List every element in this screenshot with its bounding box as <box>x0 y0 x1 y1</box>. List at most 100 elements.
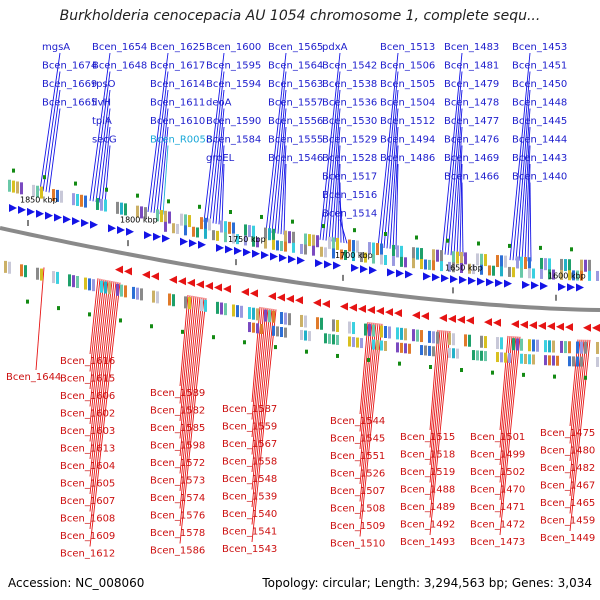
feature-block <box>220 220 223 233</box>
gene-label-forward: Bcen_1505 <box>380 79 435 90</box>
feature-block <box>52 271 55 284</box>
feature-block <box>508 266 511 277</box>
feature-block <box>548 258 551 271</box>
feature-block <box>144 207 147 220</box>
label-leader <box>524 145 531 262</box>
misc-marker <box>384 232 387 237</box>
forward-gene <box>540 281 548 290</box>
label-leader <box>89 280 109 442</box>
feature-block <box>304 330 307 341</box>
feature-block <box>452 251 455 264</box>
feature-block <box>84 195 87 208</box>
label-leader <box>322 71 341 241</box>
misc-marker <box>274 345 277 350</box>
feature-block <box>300 329 303 340</box>
feature-block <box>492 265 495 276</box>
feature-block <box>188 215 191 228</box>
feature-block <box>568 270 571 281</box>
label-leader <box>179 295 189 387</box>
reverse-gene <box>412 311 420 320</box>
feature-block <box>428 345 431 356</box>
feature-block <box>316 317 319 330</box>
reverse-gene <box>556 322 564 331</box>
feature-block <box>140 288 143 301</box>
gene-label-forward: Bcen_1513 <box>380 42 435 53</box>
feature-block <box>576 356 579 367</box>
gene-label-forward: groEL <box>206 153 235 164</box>
forward-gene <box>234 246 242 255</box>
feature-block <box>532 354 535 365</box>
feature-block <box>588 259 591 272</box>
feature-block <box>548 269 551 280</box>
forward-gene <box>216 243 224 252</box>
feature-block <box>84 277 87 290</box>
kbp-tick-label: 1850 kbp <box>20 195 58 204</box>
feature-block <box>304 244 307 255</box>
forward-gene <box>117 226 125 235</box>
feature-block <box>400 256 403 267</box>
feature-block <box>24 265 27 278</box>
feature-block <box>520 353 523 364</box>
feature-block <box>360 338 363 349</box>
feature-block <box>284 327 287 338</box>
label-leader <box>271 89 287 233</box>
gene-label-forward: Bcen_1469 <box>444 153 499 164</box>
gene-label-forward: Bcen_1556 <box>268 116 323 127</box>
gene-label-reverse: Bcen_1576 <box>150 511 205 522</box>
label-leader <box>89 279 103 390</box>
feature-block <box>204 228 207 239</box>
gene-label-forward: Bcen_1611 <box>150 98 205 109</box>
gene-label-forward: Bcen_1528 <box>322 153 377 164</box>
feature-block <box>580 270 583 281</box>
reverse-gene <box>295 296 303 305</box>
feature-block <box>184 225 187 236</box>
feature-block <box>500 255 503 268</box>
gene-label-forward: Bcen_1595 <box>206 61 261 72</box>
label-leader <box>441 52 463 255</box>
map-title: Burkholderia cenocepacia AU 1054 chromos… <box>59 8 541 24</box>
feature-block <box>304 315 307 328</box>
feature-block <box>40 186 43 199</box>
label-leader <box>179 295 193 422</box>
label-leader <box>512 71 531 261</box>
feature-block <box>516 256 519 269</box>
reverse-gene <box>376 307 384 316</box>
reverse-gene <box>313 298 321 307</box>
misc-marker <box>446 238 449 243</box>
gene-label-reverse: Bcen_1574 <box>150 493 205 504</box>
gene-label-forward: Bcen_1600 <box>206 42 261 53</box>
label-leader <box>179 296 197 457</box>
feature-block <box>172 223 175 234</box>
misc-marker <box>212 335 215 340</box>
gene-label-reverse: Bcen_1582 <box>150 406 205 417</box>
misc-marker <box>305 349 308 354</box>
misc-marker <box>553 374 556 379</box>
misc-marker <box>198 204 201 209</box>
gene-label-forward: Bcen_1451 <box>512 61 567 72</box>
gene-label-forward: Bcen_1542 <box>322 61 377 72</box>
reverse-gene <box>241 287 249 296</box>
gene-label-reverse: Bcen_1501 <box>470 432 525 443</box>
forward-gene <box>423 272 431 281</box>
feature-block <box>32 184 35 197</box>
forward-gene <box>270 252 278 261</box>
gene-label-reverse: Bcen_1459 <box>540 516 595 527</box>
feature-block <box>560 340 563 353</box>
feature-block <box>316 235 319 248</box>
reverse-gene <box>178 277 186 286</box>
kbp-tick-label: 1750 kbp <box>228 235 266 244</box>
gene-label-forward: Bcen_1453 <box>512 42 567 53</box>
label-leader <box>39 52 61 191</box>
misc-marker <box>539 245 542 250</box>
forward-gene <box>63 215 71 224</box>
feature-block <box>564 259 567 272</box>
feature-block <box>432 260 435 271</box>
forward-gene <box>486 278 494 287</box>
gene-tracks <box>4 168 600 380</box>
feature-block <box>152 290 155 303</box>
feature-block <box>420 259 423 270</box>
feature-block <box>92 279 95 292</box>
gene-label-reverse: Bcen_1612 <box>60 549 115 560</box>
feature-block <box>228 221 231 234</box>
